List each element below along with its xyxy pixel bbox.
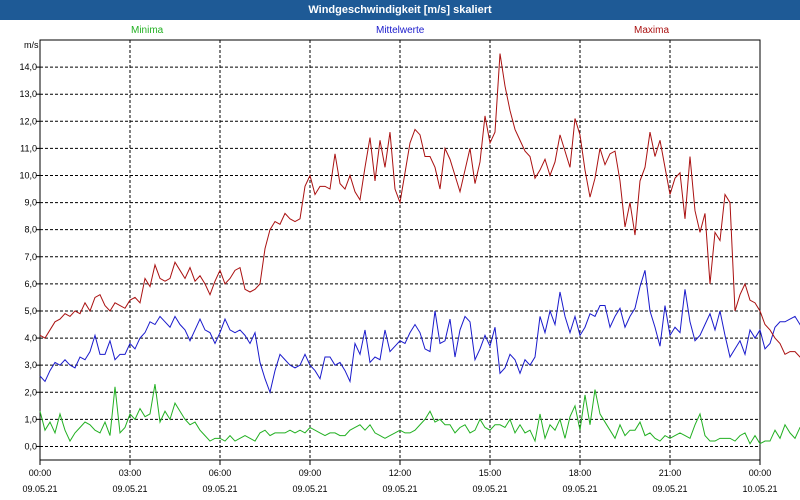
- x-tick-time-label: 00:00: [749, 468, 772, 478]
- y-tick-label: 7,0: [24, 252, 37, 262]
- x-tick-time-label: 18:00: [569, 468, 592, 478]
- x-tick-date-label: 09.05.21: [472, 484, 507, 494]
- x-tick-time-label: 12:00: [389, 468, 412, 478]
- y-tick-label: 3,0: [24, 360, 37, 370]
- x-tick-date-label: 09.05.21: [292, 484, 327, 494]
- series-line-minima: [39, 384, 800, 445]
- series-line-mittelwerte: [39, 270, 800, 395]
- x-tick-time-label: 06:00: [209, 468, 232, 478]
- y-tick-label: 14,0: [19, 62, 37, 72]
- x-tick-date-label: 09.05.21: [22, 484, 57, 494]
- x-tick-date-label: 09.05.21: [112, 484, 147, 494]
- x-tick-date-label: 09.05.21: [562, 484, 597, 494]
- series-line-maxima: [39, 53, 800, 358]
- y-tick-label: 6,0: [24, 279, 37, 289]
- y-tick-label: 0,0: [24, 441, 37, 451]
- legend-mittelwerte: Mittelwerte: [376, 25, 425, 36]
- y-axis-unit: m/s: [24, 40, 39, 50]
- x-tick-date-label: 09.05.21: [202, 484, 237, 494]
- y-tick-label: 11,0: [20, 143, 37, 153]
- y-tick-label: 1,0: [24, 414, 37, 424]
- x-tick-time-label: 09:00: [299, 468, 322, 478]
- y-tick-label: 10,0: [19, 170, 37, 180]
- chart-title: Windgeschwindigkeit [m/s] skaliert: [0, 0, 800, 20]
- y-tick-label: 12,0: [19, 116, 37, 126]
- x-tick-time-label: 21:00: [659, 468, 682, 478]
- plot-frame: [39, 39, 761, 461]
- x-tick-date-label: 09.05.21: [382, 484, 417, 494]
- x-tick-time-label: 03:00: [119, 468, 142, 478]
- y-tick-label: 13,0: [19, 89, 37, 99]
- y-tick-label: 2,0: [24, 387, 37, 397]
- x-tick-date-label: 10.05.21: [742, 484, 777, 494]
- legend-minima: Minima: [131, 25, 164, 36]
- y-tick-label: 8,0: [24, 225, 37, 235]
- y-tick-label: 4,0: [24, 333, 37, 343]
- y-tick-label: 9,0: [24, 198, 37, 208]
- x-tick-time-label: 15:00: [479, 468, 502, 478]
- legend-maxima: Maxima: [634, 25, 670, 36]
- x-tick-time-label: 00:00: [29, 468, 52, 478]
- y-tick-label: 5,0: [24, 306, 37, 316]
- x-tick-date-label: 09.05.21: [652, 484, 687, 494]
